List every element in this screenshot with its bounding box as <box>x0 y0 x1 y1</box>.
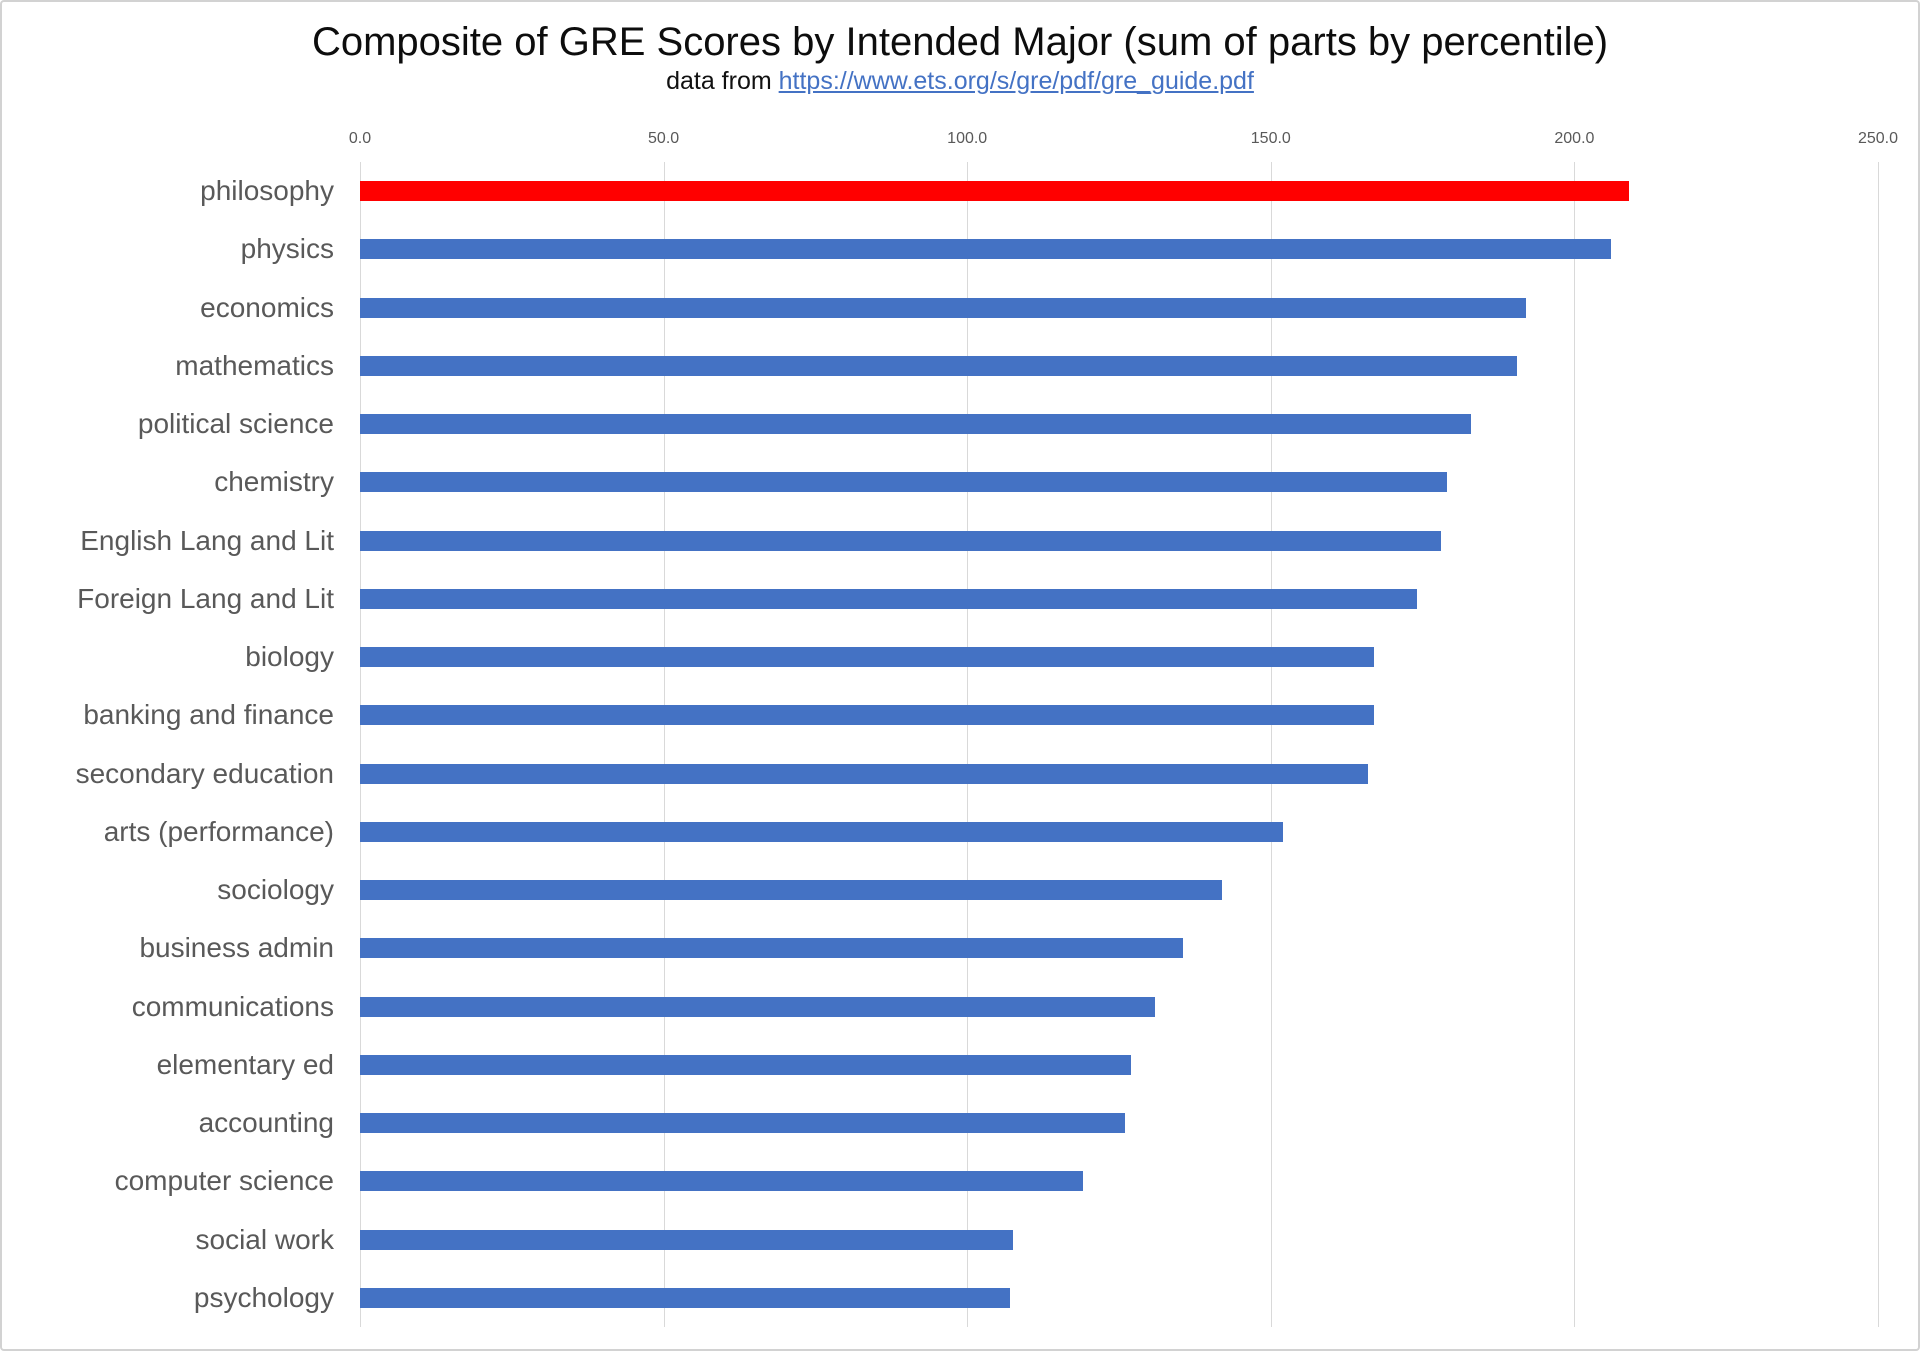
x-tick-label: 100.0 <box>947 130 988 147</box>
category-label: sociology <box>217 874 334 906</box>
category-label: chemistry <box>214 466 334 498</box>
bar-sociology <box>360 880 1223 901</box>
category-label: mathematics <box>175 349 334 381</box>
chart-subtitle: data from https://www.ets.org/s/gre/pdf/… <box>2 65 1918 97</box>
bar-accounting <box>360 1113 1126 1134</box>
x-tick-label: 250.0 <box>1857 130 1899 147</box>
bar-row: philosophy <box>200 162 1878 220</box>
bar-row: chemistry <box>214 453 1878 511</box>
bar-row: sociology <box>217 861 1878 919</box>
bar-row: arts (performance) <box>104 803 1878 861</box>
bar-banking-and-finance <box>360 705 1375 726</box>
x-tick-label: 50.0 <box>648 130 680 147</box>
subtitle-prefix: data from <box>666 67 779 95</box>
x-tick-label: 150.0 <box>1250 130 1291 147</box>
bar-social-work <box>360 1229 1013 1250</box>
bar-row: banking and finance <box>83 686 1878 744</box>
bar-row: Foreign Lang and Lit <box>77 570 1878 628</box>
gridline-x-250.0 <box>1878 162 1879 1327</box>
bar-row: political science <box>138 395 1878 453</box>
bar-row: elementary ed <box>157 1036 1878 1094</box>
bar-philosophy <box>360 181 1630 202</box>
category-label: biology <box>245 641 334 673</box>
bar-row: accounting <box>199 1094 1878 1152</box>
bar-row: psychology <box>194 1269 1878 1327</box>
bar-arts-performance- <box>360 821 1283 842</box>
category-label: social work <box>195 1223 334 1255</box>
bar-political-science <box>360 414 1472 435</box>
gridline-x-150.0 <box>1270 162 1272 1327</box>
category-label: business admin <box>139 932 334 964</box>
bar-communications <box>360 996 1156 1017</box>
category-label: secondary education <box>75 757 334 789</box>
category-label: communications <box>131 990 334 1022</box>
category-label: psychology <box>193 1281 334 1313</box>
gridline-x-100.0 <box>967 162 969 1327</box>
bar-secondary-education <box>360 763 1368 784</box>
bar-row: computer science <box>115 1152 1878 1210</box>
gridline-x-200.0 <box>1574 162 1576 1327</box>
category-label: English Lang and Lit <box>80 524 334 556</box>
bar-row: business admin <box>139 919 1878 977</box>
category-label: political science <box>137 408 334 440</box>
bar-row: secondary education <box>76 745 1878 803</box>
bar-row: English Lang and Lit <box>80 512 1878 570</box>
category-label: arts (performance) <box>103 815 334 847</box>
category-label: accounting <box>198 1107 334 1139</box>
category-label: computer science <box>114 1165 334 1197</box>
x-tick-label: 0.0 <box>348 130 372 147</box>
category-label: physics <box>240 233 334 265</box>
category-label: elementary ed <box>156 1048 334 1080</box>
bar-economics <box>360 297 1526 318</box>
bar-psychology <box>360 1287 1010 1308</box>
x-tick-label: 200.0 <box>1554 130 1595 147</box>
bar-row: biology <box>245 628 1878 686</box>
category-label: philosophy <box>200 175 334 207</box>
gridline-x-50.0 <box>663 162 665 1327</box>
category-label: Foreign Lang and Lit <box>77 582 334 614</box>
chart-title: Composite of GRE Scores by Intended Majo… <box>311 20 1609 64</box>
bar-foreign-lang-and-lit <box>360 588 1417 609</box>
bar-row: mathematics <box>175 337 1878 395</box>
plot-area: 0.0 50.0 100.0 150.0 200.0 250.0 philosophy phy… <box>76 130 1898 1327</box>
source-link[interactable]: https://www.ets.org/s/gre/pdf/gre_guide.… <box>778 67 1254 95</box>
bar-row: physics <box>241 220 1878 278</box>
bar-biology <box>360 647 1375 668</box>
bar-row: economics <box>200 279 1878 337</box>
gridline-x-0.0 <box>360 162 361 1327</box>
bar-row: communications <box>132 978 1878 1036</box>
bar-row: social work <box>196 1211 1878 1269</box>
bar-business-admin <box>360 938 1183 959</box>
category-label: economics <box>200 291 334 323</box>
bar-chemistry <box>360 472 1447 493</box>
bar-elementary-ed <box>360 1054 1132 1075</box>
category-label: banking and finance <box>83 699 334 731</box>
bar-mathematics <box>360 355 1517 376</box>
bar-computer-science <box>360 1171 1083 1192</box>
bar-physics <box>360 239 1611 260</box>
bar-english-lang-and-lit <box>360 530 1441 551</box>
